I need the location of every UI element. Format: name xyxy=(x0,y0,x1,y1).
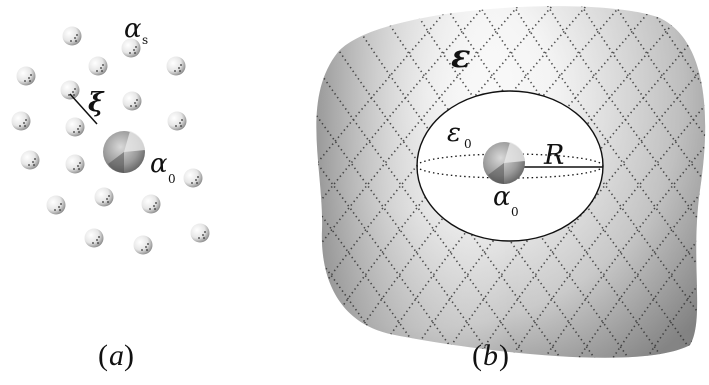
svg-text:): ) xyxy=(499,339,509,372)
surrounding-particle xyxy=(190,223,210,243)
surrounding-particle xyxy=(167,111,187,131)
surrounding-particle xyxy=(166,56,186,76)
dielectric-surface xyxy=(316,6,706,358)
alpha-0-subscript: 0 xyxy=(168,172,176,186)
mesh-line xyxy=(316,6,557,358)
surrounding-particle xyxy=(141,194,161,214)
mesh-line xyxy=(503,6,706,358)
mesh-line xyxy=(316,6,591,358)
svg-text:(: ( xyxy=(98,339,108,372)
alpha-s-subscript: s xyxy=(142,33,148,47)
svg-text:(: ( xyxy=(472,339,482,372)
central-particle-a xyxy=(103,131,145,173)
xi-symbol: ξ xyxy=(88,88,105,118)
svg-text:a: a xyxy=(109,339,124,372)
alpha-0-symbol: α xyxy=(150,149,168,179)
surrounding-particle xyxy=(60,80,80,100)
alpha-0-subscript-b: 0 xyxy=(511,205,519,219)
surrounding-particle xyxy=(16,66,36,86)
epsilon-symbol: ε xyxy=(451,37,470,75)
caption-a: ( a ) xyxy=(98,339,134,372)
surrounding-particle xyxy=(65,154,85,174)
surrounding-particle xyxy=(62,26,82,46)
surrounding-particle xyxy=(88,56,108,76)
alpha-s-symbol: α xyxy=(124,14,142,44)
epsilon-0-subscript: 0 xyxy=(464,137,472,151)
surrounding-particle xyxy=(133,235,153,255)
panel-a: α s ξ α 0 ( a ) xyxy=(11,14,210,372)
mesh-line xyxy=(316,6,523,358)
surrounding-particle xyxy=(84,228,104,248)
surrounding-particle xyxy=(11,111,31,131)
surrounding-particle xyxy=(20,150,40,170)
surrounding-particles xyxy=(11,26,210,255)
panel-b: ε ε 0 R α 0 ( b ) xyxy=(316,6,706,372)
radius-label: R xyxy=(543,140,564,171)
surrounding-particle xyxy=(46,195,66,215)
surrounding-particle xyxy=(65,117,85,137)
svg-text:b: b xyxy=(483,339,498,372)
caption-b: ( b ) xyxy=(472,339,509,372)
surrounding-particle xyxy=(121,38,141,58)
central-particle-b xyxy=(483,142,525,184)
xi-separation-line xyxy=(69,93,98,125)
alpha-0-symbol-b: α xyxy=(493,182,511,212)
epsilon-0-symbol: ε xyxy=(447,118,461,148)
mesh-line xyxy=(537,6,706,358)
svg-text:): ) xyxy=(124,339,134,372)
surrounding-particle xyxy=(94,187,114,207)
mesh-line xyxy=(571,6,706,358)
surrounding-particle xyxy=(183,168,203,188)
surrounding-particle xyxy=(122,91,142,111)
